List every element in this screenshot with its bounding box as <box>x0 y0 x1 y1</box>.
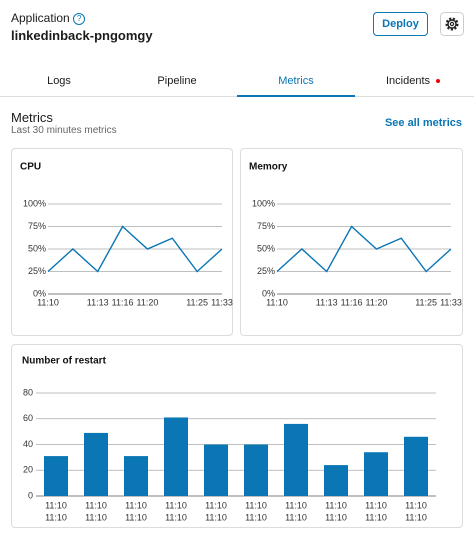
bar <box>164 417 188 496</box>
x-tick-label: 11:10 <box>125 512 147 522</box>
y-tick-label: 0% <box>33 288 46 298</box>
line <box>47 225 223 273</box>
chart-title: Number of restart <box>22 356 107 367</box>
x-tick-label: 11:10 <box>365 500 387 510</box>
section-title: Metrics <box>11 110 53 125</box>
x-tick-label: 11:10 <box>45 500 67 510</box>
help-icon[interactable]: ? <box>73 13 86 25</box>
x-tick-label: 11:10 <box>285 500 307 510</box>
x-tick-label: 11:10 <box>205 500 227 510</box>
app-label-text: Application <box>11 11 70 25</box>
y-tick-label: 20 <box>23 465 33 475</box>
x-tick-label: 11:13 <box>87 297 109 307</box>
card <box>11 344 463 528</box>
x-tick-label: 11:10 <box>245 500 267 510</box>
line <box>276 225 452 273</box>
x-tick-label: 11:25 <box>415 297 437 307</box>
tab[interactable]: Pipeline <box>157 75 197 87</box>
bar <box>244 444 268 496</box>
x-tick-label: 11:10 <box>45 512 67 522</box>
x-tick-label: 11:16 <box>341 297 363 307</box>
x-tick-label: 11:10 <box>325 512 347 522</box>
x-tick-label: 11:33 <box>440 297 462 307</box>
chart-title: CPU <box>20 162 41 173</box>
y-tick-label: 0% <box>262 288 275 298</box>
y-tick-label: 0 <box>28 490 33 500</box>
x-tick-label: 11:10 <box>165 500 187 510</box>
x-tick-label: 11:10 <box>266 297 288 307</box>
x-tick-label: 11:20 <box>365 297 387 307</box>
x-tick-label: 11:10 <box>405 512 427 522</box>
y-tick-label: 60 <box>23 413 33 423</box>
bar <box>324 465 348 496</box>
app-name: linkedinback-pngomgy <box>11 28 153 43</box>
x-tick-label: 11:10 <box>325 500 347 510</box>
section-subtitle: Last 30 minutes metrics <box>11 125 117 136</box>
x-tick-label: 11:10 <box>37 297 59 307</box>
x-tick-label: 11:13 <box>316 297 338 307</box>
tab[interactable]: Incidents <box>385 75 431 87</box>
chart-title: Memory <box>249 162 288 173</box>
card <box>240 148 463 336</box>
bar <box>44 456 68 496</box>
y-tick-label: 100% <box>23 198 46 208</box>
x-tick-label: 11:10 <box>405 500 427 510</box>
bar <box>204 444 228 496</box>
bar <box>124 456 148 496</box>
alert-dot <box>436 79 440 83</box>
y-tick-label: 40 <box>23 439 33 449</box>
y-tick-label: 50% <box>257 243 275 253</box>
app-label: Application ? <box>11 11 86 25</box>
x-tick-label: 11:10 <box>245 512 267 522</box>
y-tick-label: 80 <box>23 387 33 397</box>
x-tick-label: 11:33 <box>211 297 233 307</box>
x-tick-label: 11:10 <box>365 512 387 522</box>
x-tick-label: 11:10 <box>85 512 107 522</box>
bar <box>84 432 108 496</box>
y-tick-label: 100% <box>252 198 275 208</box>
x-tick-label: 11:20 <box>136 297 158 307</box>
y-tick-label: 25% <box>28 266 46 276</box>
tab[interactable]: Logs <box>47 75 71 87</box>
bar <box>404 436 428 496</box>
see-all-link[interactable]: See all metrics <box>384 117 462 129</box>
x-tick-label: 11:25 <box>186 297 208 307</box>
y-tick-label: 25% <box>257 266 275 276</box>
card <box>11 148 233 336</box>
bar <box>284 423 308 496</box>
y-tick-label: 50% <box>28 243 46 253</box>
x-tick-label: 11:10 <box>85 500 107 510</box>
x-tick-label: 11:16 <box>112 297 134 307</box>
tab-underline <box>237 95 355 97</box>
deploy-button[interactable]: Deploy <box>373 12 428 36</box>
tab-active[interactable]: Metrics <box>278 75 314 87</box>
bar <box>364 452 388 496</box>
x-tick-label: 11:10 <box>125 500 147 510</box>
x-tick-label: 11:10 <box>285 512 307 522</box>
x-tick-label: 11:10 <box>165 512 187 522</box>
y-tick-label: 75% <box>28 221 46 231</box>
x-tick-label: 11:10 <box>205 512 227 522</box>
settings-button[interactable] <box>440 12 464 36</box>
y-tick-label: 75% <box>257 221 275 231</box>
